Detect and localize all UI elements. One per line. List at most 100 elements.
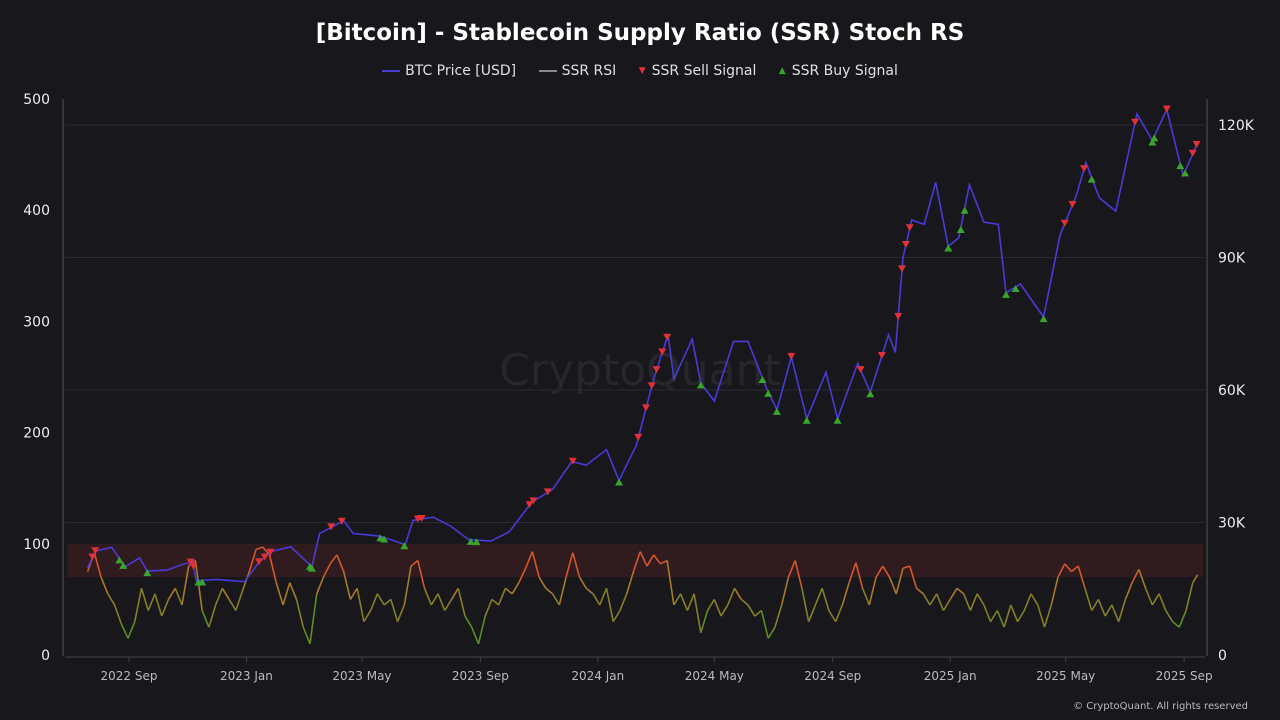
rsi-line-segment — [915, 587, 924, 595]
rsi-line-segment — [423, 587, 433, 606]
buy-signal-marker — [944, 244, 953, 252]
buy-signal-marker — [833, 416, 842, 424]
legend-sell-signal[interactable]: ▼ SSR Sell Signal — [639, 63, 757, 79]
rsi-line-segment — [1043, 604, 1053, 628]
rsi-line-segment — [181, 565, 190, 606]
buy-signal-marker — [400, 542, 409, 550]
rsi-line-segment — [315, 576, 325, 595]
rsi-line-segment — [747, 604, 756, 617]
rsi-line-segment — [133, 588, 143, 622]
rsi-line-segment — [356, 588, 365, 622]
sell-signal-marker — [641, 404, 650, 412]
buy-signal-marker — [1176, 162, 1185, 170]
rsi-line-segment — [342, 571, 352, 600]
rsi-line-segment — [989, 610, 999, 623]
legend-label: BTC Price [USD] — [405, 63, 517, 79]
rsi-line-segment — [1124, 582, 1133, 600]
rsi-line-segment — [484, 599, 493, 617]
buy-signal-marker — [772, 407, 781, 415]
rsi-line-segment — [942, 598, 951, 611]
rsi-line-segment — [976, 593, 985, 606]
rsi-line-segment — [754, 609, 763, 617]
rsi-line-segment — [1097, 599, 1106, 617]
rsi-line-segment — [1016, 610, 1025, 623]
rsi-line-segment — [511, 582, 520, 595]
rsi-line-segment — [1023, 593, 1032, 611]
rsi-line-segment — [235, 590, 244, 611]
rsi-line-segment — [646, 554, 655, 567]
x-axis-tick: 2025 Sep — [1156, 669, 1213, 683]
rsi-line-segment — [861, 587, 871, 606]
rsi-line-segment — [983, 604, 992, 622]
rsi-line-segment — [962, 593, 972, 611]
rsi-line-segment — [228, 598, 237, 611]
sell-signal-marker — [1192, 140, 1201, 148]
rsi-line-segment — [93, 552, 102, 578]
sell-signal-marker — [1060, 219, 1069, 227]
rsi-line-segment — [504, 587, 513, 595]
legend: BTC Price [USD] SSR RSI ▼ SSR Sell Signal… — [0, 63, 1280, 79]
sell-signal-marker — [266, 548, 275, 556]
x-axis-tick: 2023 May — [332, 669, 391, 683]
rsi-line-segment — [1111, 604, 1120, 622]
rsi-line-segment — [268, 554, 278, 583]
rsi-line-segment — [322, 563, 331, 578]
rsi-line-segment — [363, 610, 372, 623]
rsi-line-segment — [295, 599, 305, 628]
rsi-line-segment — [1131, 569, 1140, 584]
rsi-line-segment — [430, 593, 439, 606]
buy-signal-marker — [1011, 284, 1020, 292]
legend-buy-signal[interactable]: ▲ SSR Buy Signal — [779, 63, 898, 79]
rsi-line-swatch — [538, 70, 557, 72]
rsi-line-segment — [302, 626, 311, 645]
x-axis-tick: 2025 May — [1036, 669, 1095, 683]
x-axis-tick: 2024 Sep — [804, 669, 861, 683]
rsi-line-segment — [538, 576, 547, 589]
rsi-line-segment — [403, 565, 412, 606]
legend-btc-price[interactable]: BTC Price [USD] — [382, 63, 516, 79]
rsi-line-segment — [140, 588, 150, 611]
rsi-line-segment — [902, 565, 911, 570]
buy-signal-marker — [1087, 175, 1096, 183]
rsi-line-segment — [450, 587, 459, 600]
rsi-line-segment — [167, 587, 176, 600]
rsi-line-segment — [1192, 574, 1199, 584]
rsi-line-segment — [336, 554, 345, 572]
rsi-line-segment — [1003, 604, 1012, 628]
buy-signal-marker — [696, 381, 705, 389]
right-axis-tick: 30K — [1218, 516, 1246, 532]
buy-signal-marker — [1150, 134, 1159, 142]
rsi-line-segment — [282, 582, 291, 606]
right-axis-tick: 90K — [1218, 251, 1246, 267]
rsi-line-segment — [848, 562, 857, 583]
rsi-line-segment — [255, 546, 264, 551]
sell-signal-marker — [189, 562, 198, 570]
legend-label: SSR Sell Signal — [651, 63, 757, 79]
rsi-line-segment — [390, 599, 399, 622]
rsi-line-segment — [491, 598, 500, 606]
sell-signal-marker — [1131, 118, 1140, 126]
rsi-line-segment — [875, 565, 884, 578]
sell-signal-marker — [543, 488, 552, 496]
rsi-line-segment — [787, 560, 796, 578]
rsi-line-segment — [1185, 582, 1194, 611]
rsi-line-segment — [147, 593, 156, 611]
legend-ssr-rsi[interactable]: SSR RSI — [538, 63, 616, 79]
rsi-line-segment — [1030, 593, 1039, 606]
rsi-line-segment — [882, 565, 891, 578]
rsi-line-segment — [275, 582, 284, 606]
buy-signal-marker — [119, 561, 128, 569]
rsi-line-segment — [289, 582, 298, 600]
rsi-line-segment — [1144, 587, 1154, 606]
sell-signal-marker — [634, 433, 643, 441]
chart-title: [Bitcoin] - Stablecoin Supply Ratio (SSR… — [315, 20, 965, 46]
rsi-line-segment — [807, 604, 817, 622]
buy-signal-marker — [380, 535, 389, 543]
rsi-line-segment — [801, 588, 810, 622]
rsi-line-segment — [1151, 593, 1160, 606]
rsi-line-segment — [996, 610, 1005, 628]
rsi-line-segment — [160, 599, 170, 617]
sell-signal-marker — [647, 382, 656, 390]
rsi-line-segment — [1050, 576, 1059, 606]
